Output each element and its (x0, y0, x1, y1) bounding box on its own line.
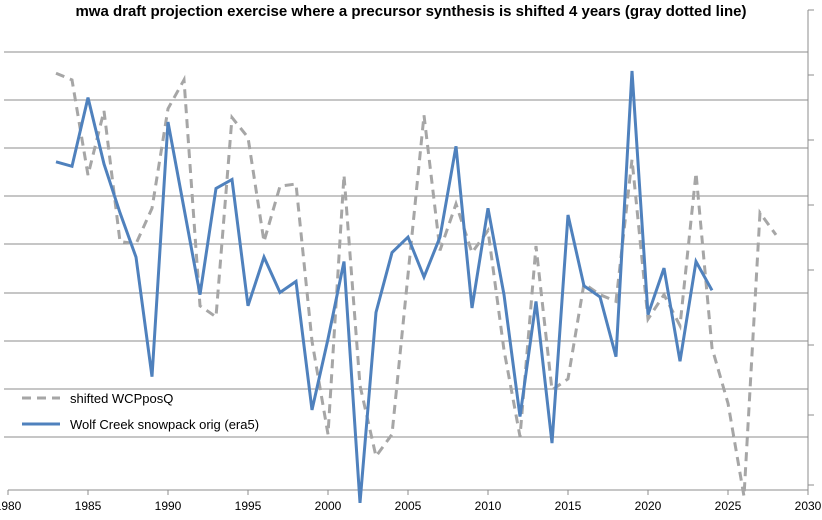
x-tick-label: 2025 (715, 499, 742, 513)
x-axis-ticks: 1980 1985 1990 1995 2000 2005 2010 2015 2020 2025… (0, 490, 822, 513)
series-line-shifted-wcpposq (55, 71, 778, 497)
legend: shifted WCPposQ Wolf Creek snowpack orig… (22, 391, 259, 432)
x-tick-label: 2030 (795, 499, 822, 513)
series-line-wolf-creek (55, 70, 714, 504)
x-tick-label: 2010 (475, 499, 502, 513)
x-tick-label: 1995 (235, 499, 262, 513)
x-tick-label: 1990 (155, 499, 182, 513)
x-tick-label: 1985 (75, 499, 102, 513)
x-tick-label: 2000 (315, 499, 342, 513)
x-tick-label: 2015 (555, 499, 582, 513)
x-tick-label: 2020 (635, 499, 662, 513)
series-layer (55, 70, 778, 504)
x-tick-label: 2005 (395, 499, 422, 513)
chart-title: mwa draft projection exercise where a pr… (75, 3, 747, 20)
legend-label-wolf-creek: Wolf Creek snowpack orig (era5) (70, 417, 259, 432)
legend-label-shifted-wcpposq: shifted WCPposQ (70, 391, 173, 406)
x-tick-label: 1980 (0, 499, 22, 513)
gridlines (8, 51, 808, 438)
